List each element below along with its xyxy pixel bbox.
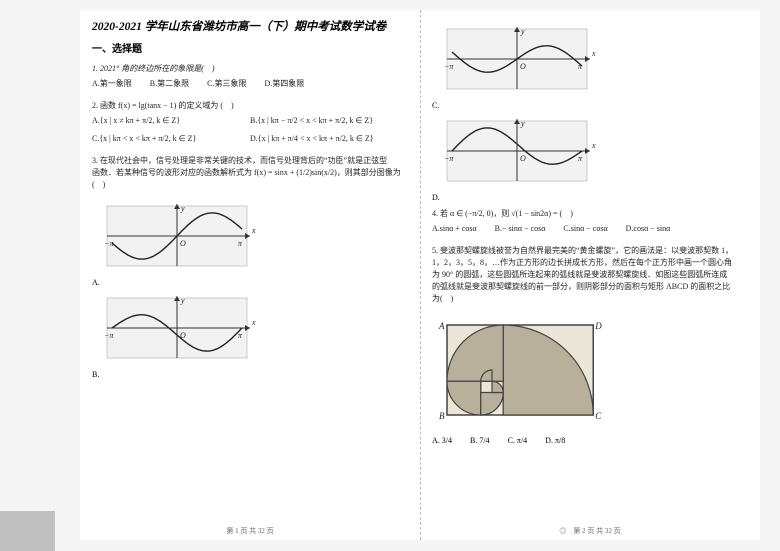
- q5-stem-l5: 为( ): [432, 293, 748, 305]
- svg-text:x: x: [251, 226, 256, 235]
- q1: 1. 2021° 角的终边所在的象限是( ) A.第一象限 B.第二象限 C.第…: [92, 63, 408, 90]
- svg-text:−π: −π: [444, 62, 454, 71]
- q5-opt-c: C. π/4: [508, 436, 528, 445]
- q4-opt-b: B.− sinα − cosα: [495, 223, 546, 235]
- svg-text:x: x: [591, 141, 596, 150]
- q3-graph-b-box: −πOπyx B.: [92, 293, 408, 379]
- left-column: 2020-2021 学年山东省潍坊市高一（下）期中考试数学试卷 一、选择题 1.…: [80, 10, 420, 540]
- q3-graph-c-box: −πOπyx C.: [432, 24, 748, 110]
- svg-text:−π: −π: [104, 331, 114, 340]
- svg-text:y: y: [180, 296, 185, 305]
- q3-label-d: D.: [432, 193, 748, 202]
- page: 2020-2021 学年山东省潍坊市高一（下）期中考试数学试卷 一、选择题 1.…: [80, 10, 760, 540]
- q1-opt-d: D.第四象限: [264, 78, 304, 90]
- q5-opt-d: D. π/8: [545, 436, 565, 445]
- svg-text:O: O: [180, 239, 186, 248]
- q5-spiral-figure: A D B C: [432, 315, 602, 425]
- q3-graph-d-box: −πOπyx D.: [432, 116, 748, 202]
- q3-graph-a-box: −πOπyx A.: [92, 201, 408, 287]
- q3-graph-b: −πOπyx: [92, 293, 262, 363]
- q3: 3. 在现代社会中，信号处理是非常关键的技术，而信号处理背后的“功臣”就是正弦型…: [92, 155, 408, 191]
- side-tab: [0, 511, 55, 551]
- svg-text:−π: −π: [104, 239, 114, 248]
- q5-opt-a: A. 3/4: [432, 436, 452, 445]
- q1-stem: 1. 2021° 角的终边所在的象限是( ): [92, 63, 408, 75]
- footer-left: 第 1 页 共 32 页: [80, 526, 420, 536]
- page-number-2: 第 2 页 共 32 页: [573, 527, 620, 535]
- q2-opt-a: A.{x | x ≠ kπ + π/2, k ∈ Z}: [92, 115, 250, 127]
- q1-opt-a: A.第一象限: [92, 78, 132, 90]
- q1-options: A.第一象限 B.第二象限 C.第三象限 D.第四象限: [92, 78, 408, 90]
- q3-graph-a: −πOπyx: [92, 201, 262, 271]
- svg-text:D: D: [594, 321, 602, 331]
- q5-stem-l2: 1，2，3，5，8，…作为正方形的边长拼成长方形，然后在每个正方形中画一个圆心角: [432, 257, 748, 269]
- svg-text:y: y: [520, 27, 525, 36]
- section-heading: 一、选择题: [92, 40, 408, 55]
- footer-right: ◎ 第 2 页 共 32 页: [420, 526, 760, 536]
- q5-stem-l3: 为 90° 的圆弧，这些圆弧所连起来的弧线就是斐波那契螺旋线．如图这些圆弧所连成: [432, 269, 748, 281]
- q3-label-a: A.: [92, 278, 408, 287]
- q3-graph-c: −πOπyx: [432, 24, 602, 94]
- svg-text:x: x: [591, 49, 596, 58]
- svg-text:O: O: [520, 154, 526, 163]
- q5-opt-b: B. 7/4: [470, 436, 490, 445]
- svg-text:C: C: [595, 411, 602, 421]
- right-column: −πOπyx C. −πOπyx D. 4. 若 α ∈ (−π/2, 0)，则…: [420, 10, 760, 540]
- q4: 4. 若 α ∈ (−π/2, 0)，则 √(1 − sin2α) = ( ) …: [432, 208, 748, 235]
- q2-options: A.{x | x ≠ kπ + π/2, k ∈ Z} B.{x | kπ − …: [92, 115, 408, 145]
- svg-text:x: x: [251, 318, 256, 327]
- q5-options: A. 3/4 B. 7/4 C. π/4 D. π/8: [432, 436, 748, 445]
- q4-stem: 4. 若 α ∈ (−π/2, 0)，则 √(1 − sin2α) = ( ): [432, 208, 748, 220]
- q3-graph-d: −πOπyx: [432, 116, 602, 186]
- page-number-1: 第 1 页 共 32 页: [226, 527, 273, 535]
- svg-text:y: y: [180, 204, 185, 213]
- q2-opt-c: C.{x | kπ < x < kπ + π/2, k ∈ Z}: [92, 133, 250, 145]
- svg-text:A: A: [438, 321, 445, 331]
- exam-title: 2020-2021 学年山东省潍坊市高一（下）期中考试数学试卷: [92, 18, 408, 34]
- q1-opt-b: B.第二象限: [150, 78, 189, 90]
- q2: 2. 函数 f(x) = lg(tanx − 1) 的定义域为 ( ) A.{x…: [92, 100, 408, 145]
- q2-opt-d: D.{x | kπ + π/4 < x < kπ + π/2, k ∈ Z}: [250, 133, 408, 145]
- q3-label-b: B.: [92, 370, 408, 379]
- q3-stem-l3: ( ): [92, 179, 408, 191]
- q5-stem-l4: 的弧线就是斐波那契螺旋线的前一部分，则阴影部分的面积与矩形 ABCD 的面积之比: [432, 281, 748, 293]
- svg-text:y: y: [520, 119, 525, 128]
- q4-opt-a: A.sinα + cosα: [432, 223, 477, 235]
- q2-stem: 2. 函数 f(x) = lg(tanx − 1) 的定义域为 ( ): [92, 100, 408, 112]
- q3-stem-l1: 3. 在现代社会中，信号处理是非常关键的技术，而信号处理背后的“功臣”就是正弦型: [92, 155, 408, 167]
- q5-stem-l1: 5. 斐波那契螺旋线被誉为自然界最完美的“黄金螺旋”，它的画法是：以斐波那契数 …: [432, 245, 748, 257]
- q4-options: A.sinα + cosα B.− sinα − cosα C.sinα − c…: [432, 223, 748, 235]
- q4-opt-d: D.cosα − sinα: [626, 223, 671, 235]
- svg-text:O: O: [520, 62, 526, 71]
- svg-text:O: O: [180, 331, 186, 340]
- q3-label-c: C.: [432, 101, 748, 110]
- q5: 5. 斐波那契螺旋线被誉为自然界最完美的“黄金螺旋”，它的画法是：以斐波那契数 …: [432, 245, 748, 305]
- q2-opt-b: B.{x | kπ − π/2 < x < kπ + π/2, k ∈ Z}: [250, 115, 408, 127]
- q1-opt-c: C.第三象限: [207, 78, 246, 90]
- q5-spiral-box: A D B C: [432, 315, 748, 430]
- svg-text:−π: −π: [444, 154, 454, 163]
- footer-dot: ◎: [559, 527, 566, 535]
- svg-text:B: B: [439, 411, 445, 421]
- q3-stem-l2: 函数．若某种信号的波形对应的函数解析式为 f(x) = sinx + (1/2)…: [92, 167, 408, 179]
- q4-opt-c: C.sinα − cosα: [563, 223, 607, 235]
